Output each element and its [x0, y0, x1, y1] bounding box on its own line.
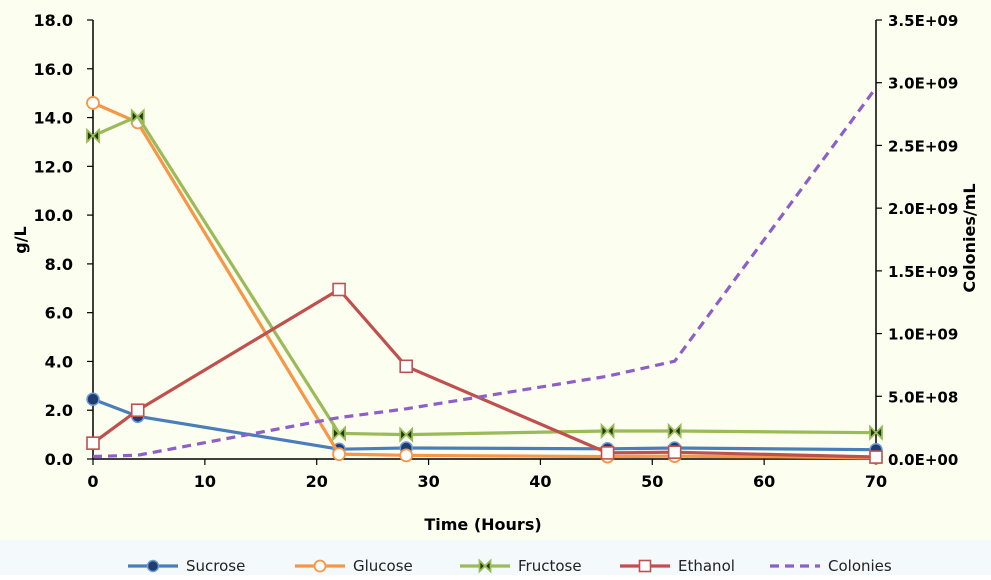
data-point-fructose	[600, 422, 615, 440]
data-point-fructose	[86, 127, 100, 145]
y-tick-label: 10.0	[34, 206, 73, 225]
x-tick-label: 40	[529, 472, 551, 491]
x-tick-label: 60	[753, 472, 775, 491]
x-tick-label: 20	[306, 472, 328, 491]
data-point-ethanol	[667, 445, 682, 459]
legend-item-ethanol: Ethanol	[620, 557, 735, 575]
axes: 0 10 20 30 40 50 60 70 0.0 2.0 4.0 6.0 8.0 10.0 12.0 14…	[34, 11, 959, 491]
x-tick-label: 50	[641, 472, 663, 491]
data-point-fructose	[332, 425, 346, 442]
y-axis-label: g/L	[11, 226, 30, 254]
data-point-glucose	[399, 448, 414, 463]
legend-label: Sucrose	[186, 557, 245, 575]
legend-label: Colonies	[828, 557, 892, 575]
y-tick-label: 2.0	[45, 401, 73, 420]
y2-axis-label: Colonies/mL	[960, 183, 979, 292]
y-tick-label: 0.0	[45, 450, 73, 469]
y2-tick-label: 5.0E+08	[888, 388, 958, 406]
legend-marker	[638, 559, 652, 573]
y2-tick-label: 3.5E+09	[888, 12, 958, 30]
series-ethanol	[86, 282, 883, 464]
legend-label: Fructose	[518, 557, 582, 575]
x-tick-label: 0	[87, 472, 98, 491]
y2-tick-label: 1.5E+09	[888, 263, 958, 281]
y-tick-label: 4.0	[45, 352, 73, 371]
series-colonies	[92, 86, 878, 459]
legend-marker	[313, 559, 327, 573]
legend-marker	[146, 559, 160, 573]
data-point-ethanol	[86, 436, 100, 450]
y2-tick-label: 3.0E+09	[888, 75, 958, 93]
x-tick-label: 70	[865, 472, 887, 491]
legend-item-sucrose: Sucrose	[128, 557, 245, 575]
data-point-fructose	[667, 422, 682, 440]
y-tick-label: 16.0	[34, 60, 73, 79]
legend-background	[0, 540, 991, 575]
y2-tick-label: 1.0E+09	[888, 326, 958, 344]
data-point-glucose	[332, 447, 346, 462]
legend-label: Glucose	[353, 557, 413, 575]
y-tick-label: 8.0	[45, 255, 73, 274]
data-point-ethanol	[600, 446, 615, 460]
y-tick-label: 18.0	[34, 11, 73, 30]
data-point-ethanol	[869, 450, 883, 464]
series-fructose	[86, 108, 883, 443]
series-layer	[86, 86, 883, 465]
data-point-glucose	[86, 96, 100, 110]
legend-marker	[478, 558, 492, 574]
x-axis-label: Time (Hours)	[424, 515, 541, 534]
legend-label: Ethanol	[678, 557, 735, 575]
data-point-fructose	[399, 426, 414, 443]
data-point-fructose	[869, 424, 883, 441]
data-point-ethanol	[130, 403, 145, 418]
series-line-colonies	[92, 86, 878, 459]
legend-item-fructose: Fructose	[460, 557, 582, 575]
y-tick-label: 6.0	[45, 304, 73, 323]
legend-item-colonies: Colonies	[770, 557, 892, 575]
y-tick-label: 12.0	[34, 157, 73, 176]
legend: Sucrose Glucose Fructose Ethanol Colonies	[128, 557, 892, 575]
y-tick-label: 14.0	[34, 109, 73, 128]
data-point-ethanol	[332, 282, 346, 297]
x-tick-label: 30	[417, 472, 439, 491]
data-point-ethanol	[399, 359, 414, 374]
y2-tick-label: 2.5E+09	[888, 137, 958, 155]
data-point-sucrose	[86, 392, 100, 406]
y2-tick-label: 2.0E+09	[888, 200, 958, 218]
x-tick-label: 10	[194, 472, 216, 491]
legend-item-glucose: Glucose	[295, 557, 413, 575]
data-point-fructose	[130, 108, 145, 125]
y2-tick-label: 0.0E+00	[888, 451, 958, 469]
